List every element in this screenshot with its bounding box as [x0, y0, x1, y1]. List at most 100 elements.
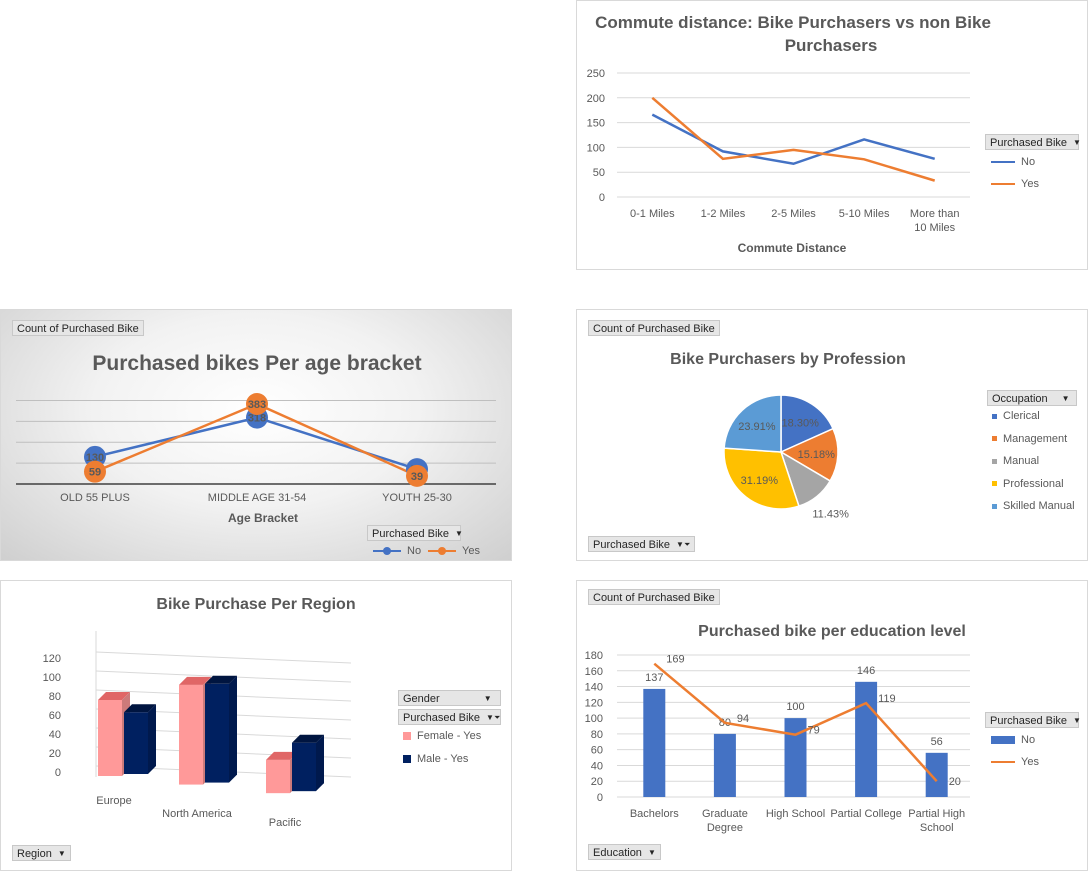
profession-field-button[interactable]: Count of Purchased Bike	[588, 320, 720, 336]
y-tick-label: 80	[49, 691, 61, 703]
bar-male	[205, 683, 229, 783]
region-purchased-filter-label: Purchased Bike	[403, 712, 481, 724]
y-tick-label: 50	[593, 167, 605, 179]
education-legend-no-label: No	[1021, 734, 1036, 746]
age-field-button[interactable]: Count of Purchased Bike	[12, 320, 144, 336]
region-legend-male-label: Male - Yes	[417, 753, 469, 765]
bar-data-label: 100	[786, 701, 804, 713]
x-tick-label: Partial High School	[908, 808, 965, 834]
y-tick-label: 80	[591, 729, 603, 741]
dropdown-arrow-icon: ▼	[57, 849, 66, 859]
x-tick-label: Graduate Degree	[702, 808, 748, 834]
x-tick-label: Bachelors	[630, 808, 679, 820]
y-tick-label: 140	[585, 682, 603, 694]
education-bottom-button-label: Education	[593, 847, 642, 859]
x-tick-label: 1-2 Miles	[701, 208, 746, 220]
y-tick-label: 150	[587, 118, 605, 130]
series-line-yes	[651, 96, 936, 182]
pie-value-label: 23.91%	[738, 421, 776, 433]
commute-legend-yes: Yes	[991, 178, 1039, 190]
y-tick-label: 0	[599, 192, 605, 204]
gender-filter[interactable]: Gender ▼	[398, 690, 501, 706]
commute-purchased-bike-filter[interactable]: Purchased Bike ▼	[985, 134, 1081, 150]
profession-bottom-button-label: Purchased Bike	[593, 539, 671, 551]
x-tick-label: High School	[766, 808, 825, 820]
age-chart-panel[interactable]: Purchased bikes Per age bracket OLD 55 P…	[0, 309, 512, 561]
pie-slice-skilled-manual	[723, 394, 782, 453]
y-tick-label: 100	[587, 142, 605, 154]
age-purchased-bike-filter[interactable]: Purchased Bike ▼	[367, 525, 463, 541]
x-tick-label: OLD 55 PLUS	[60, 492, 130, 504]
y-tick-label: 100	[43, 672, 61, 684]
bar-female	[98, 700, 122, 776]
commute-title-line1: Commute distance: Bike Purchasers vs non…	[595, 13, 991, 32]
bar-side-face	[229, 675, 237, 783]
commute-title-line2: Purchasers	[785, 36, 878, 55]
bar-data-label: 137	[645, 672, 663, 684]
filter-funnel-icon: ▼⏷	[676, 540, 691, 550]
age-legend-no: No	[373, 545, 421, 557]
bar-male	[124, 712, 148, 774]
education-field-bottom-button[interactable]: Education ▼	[588, 844, 661, 860]
gender-filter-label: Gender	[403, 693, 440, 705]
legend-square-icon	[992, 503, 997, 509]
y-tick-label: 20	[591, 776, 603, 788]
age-x-axis-label: Age Bracket	[228, 511, 298, 525]
education-chart-panel[interactable]: Purchased bike per education level 0 20 40…	[576, 580, 1088, 871]
profession-legend-item: Clerical	[992, 410, 1040, 422]
y-tick-label: 40	[49, 729, 61, 741]
bar-female	[179, 684, 203, 785]
region-purchased-bike-filter[interactable]: Purchased Bike ▼⏷	[398, 709, 501, 725]
age-legend-yes: Yes	[428, 545, 480, 557]
region-chart-panel[interactable]: Bike Purchase Per Region 0 20 40 60 80 100 120…	[0, 580, 512, 871]
x-tick-label: YOUTH 25-30	[382, 492, 452, 504]
dropdown-arrow-icon: ▼	[1073, 716, 1081, 726]
education-purchased-bike-filter[interactable]: Purchased Bike ▼	[985, 712, 1081, 728]
education-field-button-label: Count of Purchased Bike	[593, 592, 715, 604]
bar-top-face	[205, 675, 237, 684]
data-point-marker	[406, 464, 428, 487]
profession-legend-label: Clerical	[1003, 410, 1040, 422]
bar-no	[855, 681, 878, 797]
data-label: 130	[86, 452, 104, 464]
pie-value-label: 11.43%	[812, 508, 849, 520]
commute-chart-panel[interactable]: Commute distance: Bike Purchasers vs non…	[576, 0, 1088, 270]
gridline	[95, 651, 352, 664]
profession-chart-panel[interactable]: Bike Purchasers by Profession 18.30% 15.1…	[576, 309, 1088, 561]
education-field-button[interactable]: Count of Purchased Bike	[588, 589, 720, 605]
bar-data-label: 56	[931, 736, 943, 748]
legend-line-icon	[991, 183, 1015, 186]
legend-line-icon	[991, 761, 1015, 764]
legend-square-icon	[992, 458, 997, 464]
series-line-yes	[653, 662, 938, 783]
bar-top-face	[292, 734, 324, 743]
age-field-button-label: Count of Purchased Bike	[17, 323, 139, 335]
y-tick-label: 60	[49, 710, 61, 722]
commute-filter-label: Purchased Bike	[990, 137, 1068, 149]
dropdown-arrow-icon: ▼	[455, 529, 463, 539]
region-field-button[interactable]: Region ▼	[12, 845, 71, 861]
commute-legend-no-label: No	[1021, 156, 1036, 168]
bar-top-face	[124, 704, 156, 713]
y-tick-label: 20	[49, 748, 61, 760]
commute-legend-no: No	[991, 156, 1035, 168]
legend-square-icon	[992, 481, 997, 487]
occupation-filter[interactable]: Occupation ▼	[987, 390, 1077, 406]
occupation-filter-label: Occupation	[992, 393, 1048, 405]
y-tick-label: 120	[585, 697, 603, 709]
dropdown-arrow-icon: ▼	[1073, 138, 1081, 148]
y-tick-label: 60	[591, 745, 603, 757]
education-legend-no: No	[991, 734, 1035, 746]
y-tick-label: 250	[587, 68, 605, 80]
legend-line-marker-icon	[428, 547, 456, 556]
education-filter-label: Purchased Bike	[990, 715, 1068, 727]
data-label: 383	[248, 399, 266, 411]
y-tick-label: 120	[43, 653, 61, 665]
age-legend-yes-label: Yes	[462, 545, 480, 557]
dropdown-arrow-icon: ▼	[647, 848, 656, 858]
x-tick-label: 2-5 Miles	[771, 208, 816, 220]
education-legend-yes-label: Yes	[1021, 756, 1039, 768]
legend-square-icon	[992, 436, 997, 442]
y-tick-label: 0	[55, 767, 61, 779]
profession-purchased-bike-button[interactable]: Purchased Bike ▼⏷	[588, 536, 696, 552]
